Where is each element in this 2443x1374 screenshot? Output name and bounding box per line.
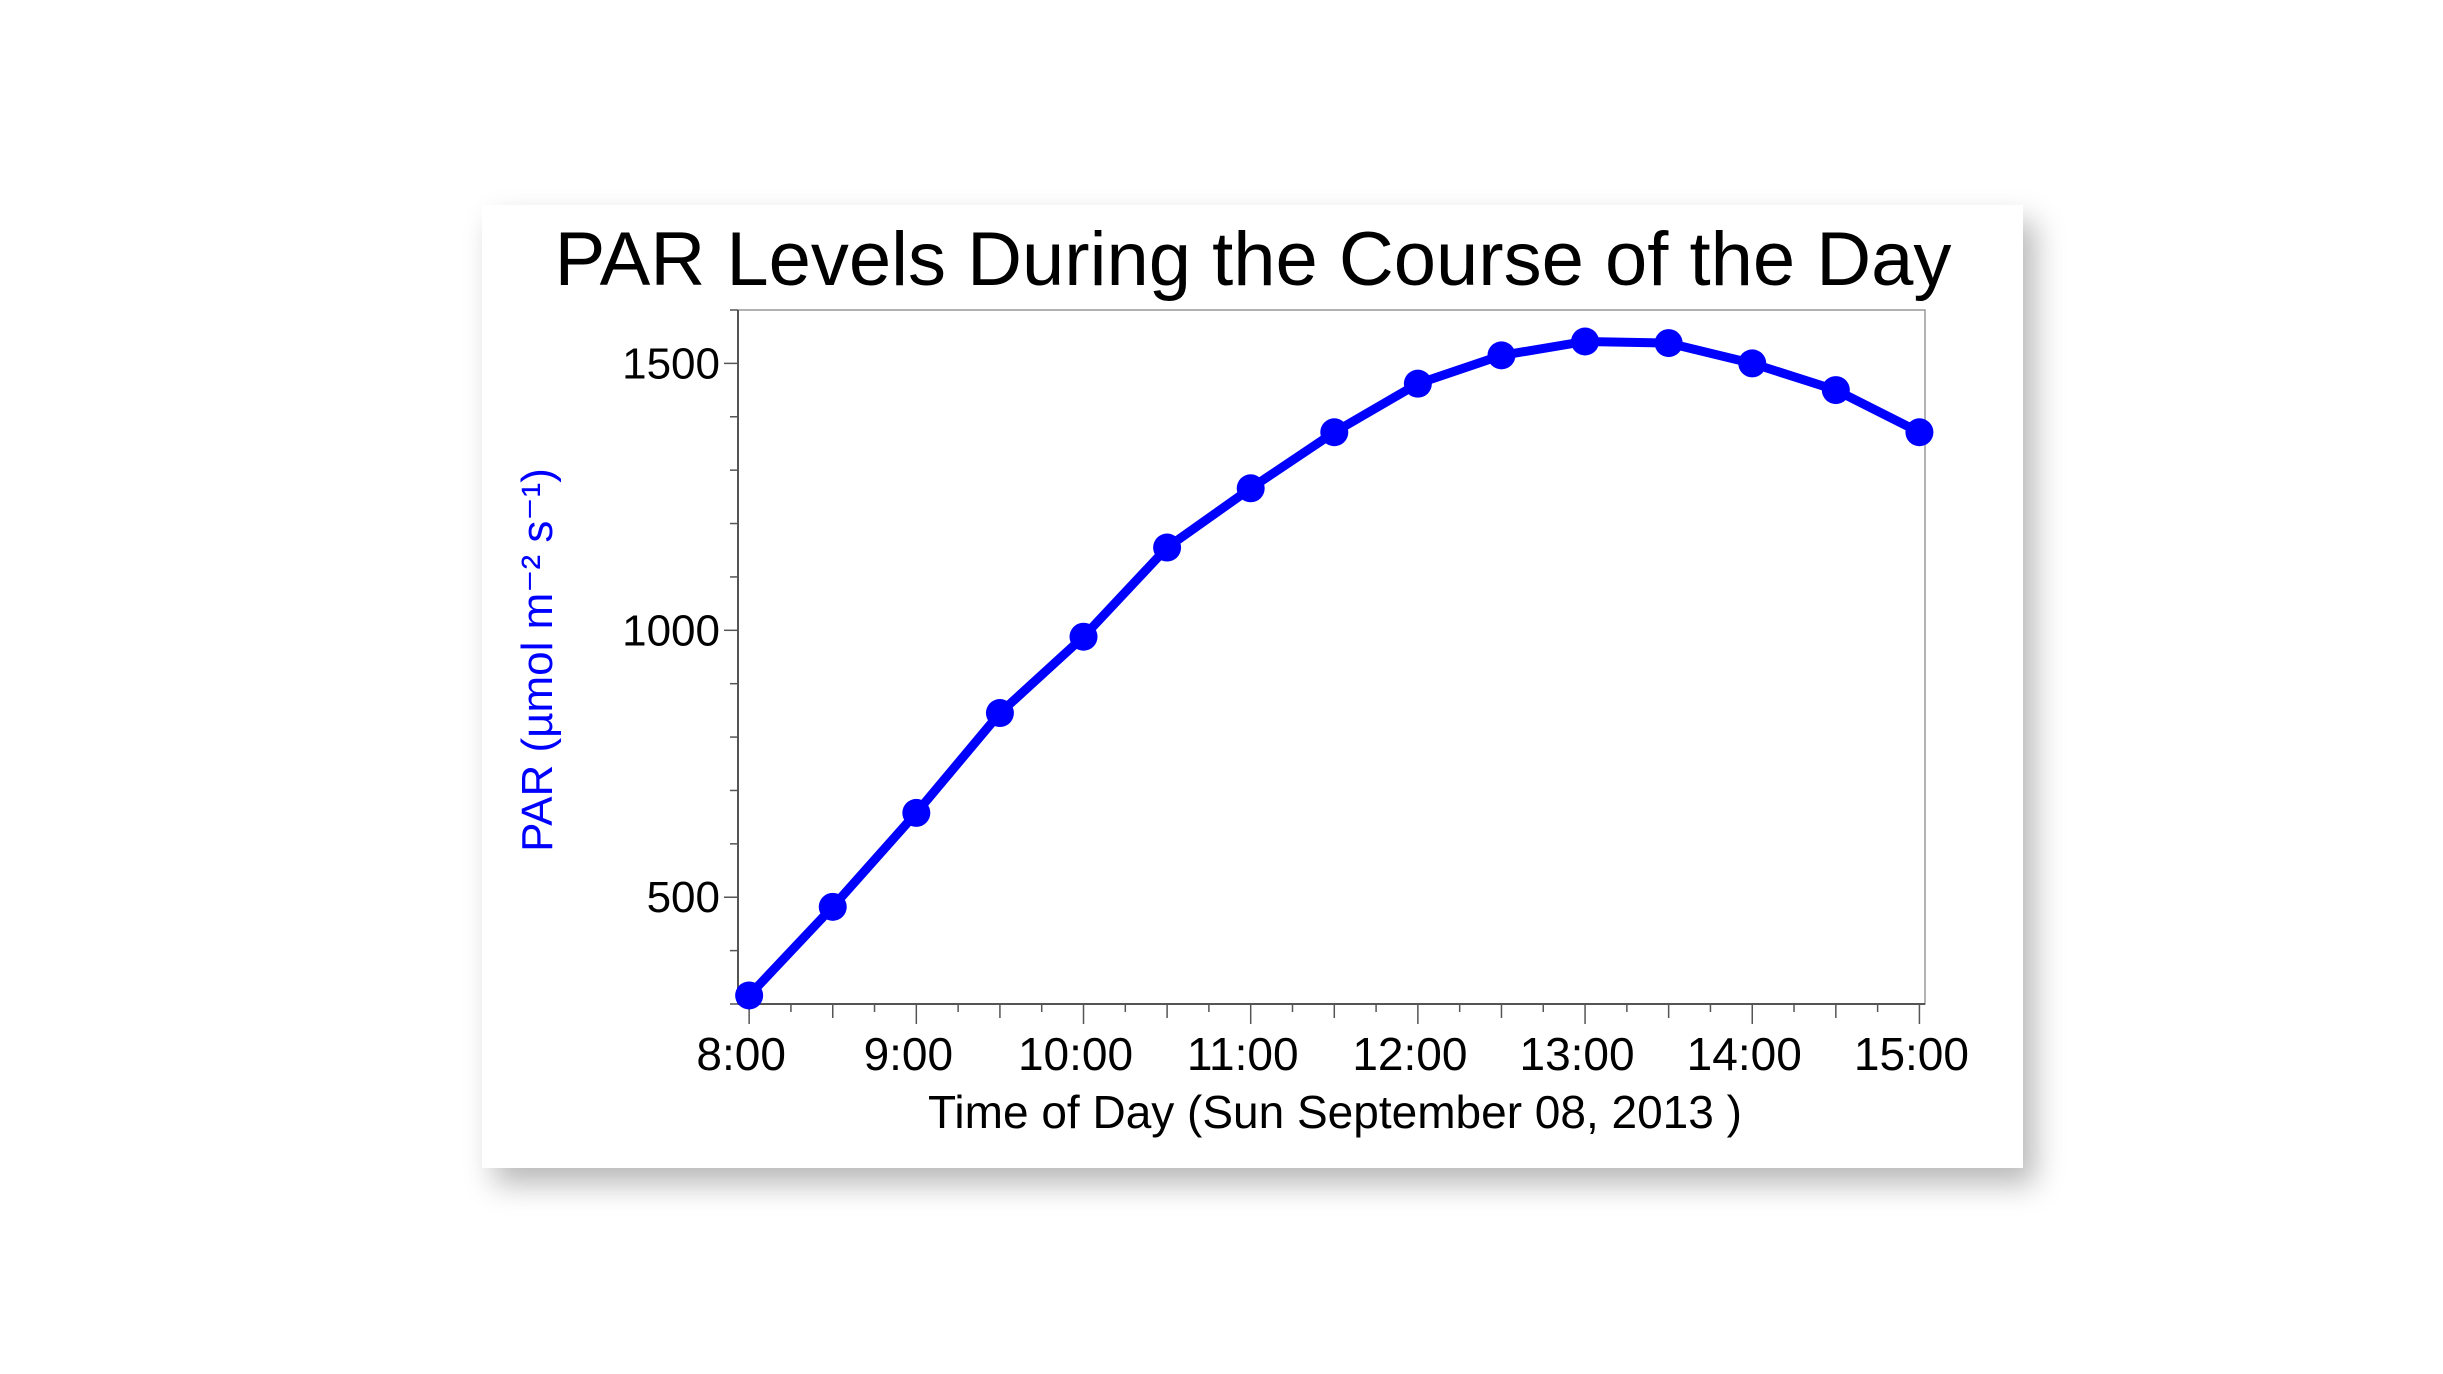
x-tick-label: 12:00 — [1352, 1028, 1467, 1080]
data-point — [1821, 376, 1850, 405]
data-point — [1905, 418, 1934, 447]
y-axis-label: PAR (µmol m⁻² s⁻¹) — [513, 468, 562, 852]
data-point — [735, 981, 764, 1010]
data-point — [1320, 418, 1349, 447]
x-tick-label: 9:00 — [864, 1028, 954, 1080]
y-tick-label: 1000 — [622, 606, 720, 655]
chart-title: PAR Levels During the Course of the Day — [555, 217, 1952, 302]
plot-frame — [737, 309, 1926, 1005]
data-point — [1403, 369, 1432, 398]
x-tick-label: 11:00 — [1187, 1028, 1299, 1080]
data-point — [1153, 533, 1182, 562]
x-tick-label: 8:00 — [696, 1028, 786, 1080]
data-point — [1738, 349, 1767, 378]
x-tick-label: 15:00 — [1854, 1028, 1969, 1080]
data-point — [902, 798, 931, 827]
data-point — [1069, 622, 1098, 651]
x-tick-label: 10:00 — [1018, 1028, 1133, 1080]
data-point — [1571, 327, 1600, 356]
data-point — [1236, 474, 1265, 503]
data-point — [1654, 329, 1683, 358]
y-tick-label: 1500 — [622, 339, 720, 388]
x-tick-label: 13:00 — [1519, 1028, 1634, 1080]
y-tick-label: 500 — [647, 873, 720, 922]
data-point — [818, 892, 847, 921]
x-axis-label: Time of Day (Sun September 08, 2013 ) — [928, 1086, 1742, 1138]
data-point — [1487, 341, 1516, 370]
x-tick-label: 14:00 — [1687, 1028, 1802, 1080]
data-point — [985, 699, 1014, 728]
